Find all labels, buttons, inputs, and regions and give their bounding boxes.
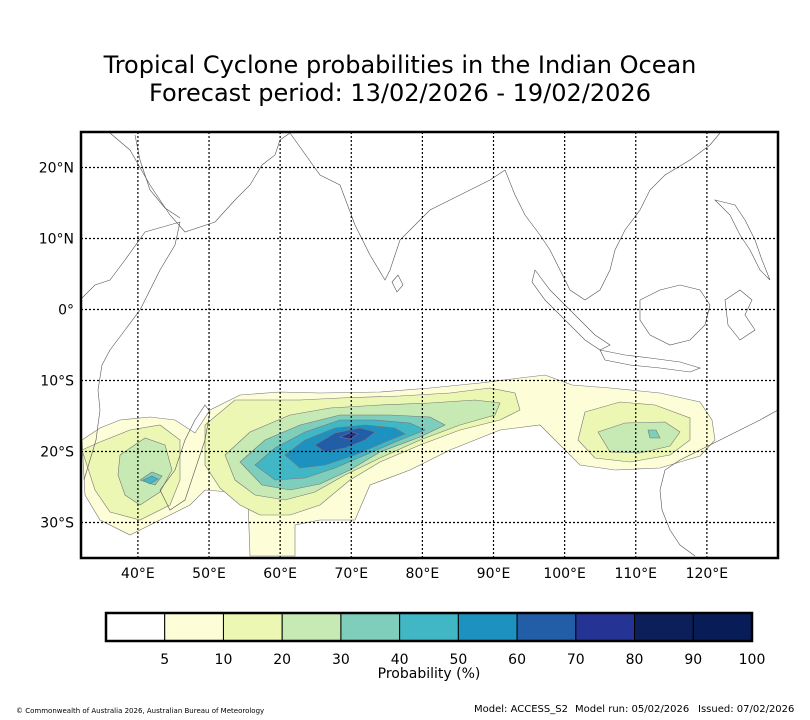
coast-borneo: [639, 284, 711, 346]
legend-tick-label: 80: [626, 652, 644, 668]
longitude-labels: 40°E 50°E 60°E 70°E 80°E 90°E 100°E 110°E 120°E: [121, 566, 728, 582]
legend-swatch: [457, 612, 518, 642]
longitude-label: 70°E: [334, 566, 368, 582]
legend-label: Probability (%): [378, 666, 481, 682]
latitude-label: 20°N: [39, 161, 74, 177]
longitude-label: 120°E: [686, 566, 729, 582]
title-line-1: Tropical Cyclone probabilities in the In…: [103, 51, 697, 79]
coast-sumatra: [531, 269, 611, 351]
latitude-label: 10°N: [39, 232, 74, 248]
coast-sulawesi: [724, 289, 756, 341]
coast-red-sea: [134, 134, 181, 219]
contour-70: [338, 431, 359, 440]
legend-tick-label: 40: [391, 652, 409, 668]
coastlines: [81, 132, 779, 557]
legend-swatch: [516, 612, 577, 642]
coast-arabia: [109, 132, 291, 233]
coast-sri-lanka: [391, 274, 404, 293]
model-name: Model: ACCESS_S2: [474, 704, 568, 715]
latitude-label: 30°S: [40, 516, 74, 532]
legend-swatch: [634, 612, 694, 642]
legend-tick-label: 50: [449, 652, 467, 668]
coast-se-asia: [504, 132, 721, 301]
coast-india: [289, 132, 506, 281]
longitude-label: 100°E: [543, 566, 586, 582]
latitude-label: 10°S: [40, 374, 74, 390]
coast-madagascar: [159, 404, 211, 511]
coast-australia: [659, 409, 779, 557]
map-frame: [79, 130, 780, 560]
contour-60: [314, 427, 376, 453]
legend-swatch: [222, 612, 283, 642]
longitude-label: 80°E: [406, 566, 440, 582]
model-run-date: Model run: 05/02/2026: [575, 704, 690, 715]
latitude-label: 20°S: [40, 445, 74, 461]
legend-tick-label: 20: [273, 652, 291, 668]
legend-tick-label: 30: [332, 652, 350, 668]
coast-philippines: [714, 199, 771, 281]
issued-date: Issued: 07/02/2026: [698, 704, 795, 715]
coast-east-africa: [81, 221, 181, 481]
legend-swatch: [575, 612, 636, 642]
legend-swatch: [164, 612, 224, 642]
legend-tick-label: 100: [739, 652, 766, 668]
latitude-labels: 20°N 10°N 0° 10°S 20°S 30°S: [39, 161, 74, 532]
probability-legend: 5 10 20 30 40 50 60 70 80 90 100: [104, 611, 766, 668]
longitude-label: 40°E: [121, 566, 155, 582]
legend-swatch: [692, 612, 753, 642]
legend-tick-label: 10: [215, 652, 233, 668]
longitude-label: 60°E: [263, 566, 297, 582]
longitude-label: 110°E: [614, 566, 657, 582]
legend-swatch: [340, 612, 401, 642]
legend-tick-label: 70: [567, 652, 585, 668]
coast-java: [599, 349, 701, 373]
longitude-label: 90°E: [477, 566, 511, 582]
legend-frame: [104, 611, 754, 643]
legend-tick-label: 60: [508, 652, 526, 668]
latitude-label: 0°: [58, 303, 74, 319]
graticule: [81, 132, 778, 558]
legend-tick-label: 90: [684, 652, 702, 668]
title-line-2: Forecast period: 13/02/2026 - 19/02/2026: [149, 79, 651, 107]
legend-swatch: [281, 612, 342, 642]
legend-swatch: [399, 612, 459, 642]
probability-contours: [81, 374, 716, 557]
legend-swatch: [105, 612, 166, 642]
copyright-note: © Commonwealth of Australia 2026, Austra…: [16, 707, 265, 715]
longitude-label: 50°E: [192, 566, 226, 582]
legend-tick-label: 5: [160, 652, 169, 668]
